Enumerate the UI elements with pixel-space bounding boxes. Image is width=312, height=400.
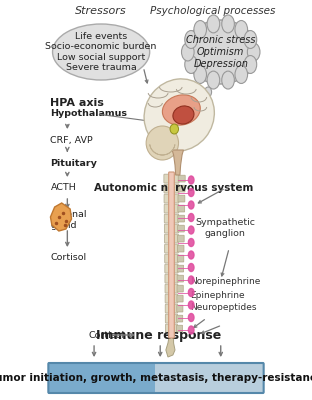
FancyBboxPatch shape — [164, 224, 178, 233]
FancyBboxPatch shape — [165, 274, 178, 283]
Polygon shape — [172, 150, 183, 175]
Circle shape — [194, 66, 207, 84]
Circle shape — [188, 238, 194, 246]
Circle shape — [188, 314, 194, 322]
FancyBboxPatch shape — [178, 245, 184, 252]
Text: CRF, AVP: CRF, AVP — [51, 136, 93, 144]
FancyBboxPatch shape — [165, 284, 178, 293]
Text: Sympathetic
ganglion: Sympathetic ganglion — [195, 218, 255, 238]
Text: Immune response: Immune response — [96, 328, 222, 342]
FancyBboxPatch shape — [177, 255, 184, 262]
Text: Chronic stress
Optimism
Depression: Chronic stress Optimism Depression — [186, 35, 256, 69]
FancyBboxPatch shape — [164, 214, 179, 223]
FancyBboxPatch shape — [169, 172, 174, 338]
Circle shape — [244, 30, 257, 48]
FancyBboxPatch shape — [178, 225, 184, 232]
Text: ACTH: ACTH — [51, 184, 76, 192]
FancyBboxPatch shape — [165, 304, 178, 313]
Text: Life events
Socio-economic burden
Low social support
Severe trauma: Life events Socio-economic burden Low so… — [46, 32, 157, 72]
FancyBboxPatch shape — [178, 215, 184, 222]
Ellipse shape — [184, 20, 257, 84]
FancyBboxPatch shape — [178, 175, 185, 182]
Circle shape — [207, 15, 220, 33]
Text: Neuropeptides: Neuropeptides — [190, 304, 256, 312]
Text: Norepinephrine: Norepinephrine — [190, 278, 260, 286]
Ellipse shape — [52, 24, 150, 80]
Text: Adrenal
gland: Adrenal gland — [51, 210, 87, 230]
Circle shape — [188, 264, 194, 272]
Circle shape — [188, 276, 194, 284]
FancyBboxPatch shape — [178, 235, 184, 242]
Circle shape — [185, 30, 197, 48]
FancyBboxPatch shape — [49, 364, 154, 392]
Circle shape — [188, 226, 194, 234]
Circle shape — [194, 20, 207, 38]
Text: Cortisol: Cortisol — [88, 330, 124, 340]
Circle shape — [235, 20, 248, 38]
FancyBboxPatch shape — [154, 364, 263, 392]
FancyBboxPatch shape — [164, 234, 178, 243]
Ellipse shape — [144, 79, 214, 151]
FancyBboxPatch shape — [165, 254, 178, 263]
FancyBboxPatch shape — [178, 195, 185, 202]
Circle shape — [235, 66, 248, 84]
Polygon shape — [51, 203, 71, 231]
FancyBboxPatch shape — [178, 205, 185, 212]
FancyBboxPatch shape — [177, 295, 183, 302]
Text: Tumor initiation, growth, metastasis, therapy-resistance: Tumor initiation, growth, metastasis, th… — [0, 373, 312, 383]
Text: Pituitary: Pituitary — [51, 158, 97, 168]
Circle shape — [188, 188, 194, 196]
Circle shape — [200, 96, 205, 104]
FancyBboxPatch shape — [164, 204, 179, 213]
Circle shape — [188, 176, 194, 184]
Text: Hypothalamus: Hypothalamus — [51, 110, 127, 118]
FancyBboxPatch shape — [177, 275, 183, 282]
Circle shape — [188, 251, 194, 259]
Text: Cortisol: Cortisol — [51, 254, 86, 262]
Text: Psychological processes: Psychological processes — [150, 6, 276, 16]
Circle shape — [222, 71, 234, 89]
FancyBboxPatch shape — [165, 294, 178, 303]
FancyBboxPatch shape — [177, 285, 183, 292]
FancyBboxPatch shape — [177, 325, 183, 332]
Circle shape — [185, 56, 197, 74]
FancyBboxPatch shape — [165, 324, 178, 333]
FancyBboxPatch shape — [177, 265, 184, 272]
Circle shape — [188, 326, 194, 334]
Text: HPA axis: HPA axis — [50, 98, 104, 108]
Circle shape — [188, 301, 194, 309]
Ellipse shape — [173, 106, 194, 124]
Text: Autonomic nervous system: Autonomic nervous system — [95, 183, 254, 193]
FancyBboxPatch shape — [165, 244, 178, 253]
Polygon shape — [166, 335, 175, 357]
FancyBboxPatch shape — [178, 185, 185, 192]
FancyBboxPatch shape — [165, 314, 178, 323]
FancyBboxPatch shape — [164, 194, 179, 203]
FancyBboxPatch shape — [177, 315, 183, 322]
FancyBboxPatch shape — [177, 305, 183, 312]
Text: Epinephrine: Epinephrine — [190, 290, 244, 300]
Circle shape — [207, 71, 220, 89]
FancyBboxPatch shape — [165, 264, 178, 273]
Circle shape — [188, 201, 194, 209]
Circle shape — [222, 15, 234, 33]
Circle shape — [244, 56, 257, 74]
Circle shape — [188, 288, 194, 296]
Text: Stressors: Stressors — [75, 6, 127, 16]
Ellipse shape — [162, 95, 200, 125]
Circle shape — [182, 43, 194, 61]
Ellipse shape — [146, 126, 178, 160]
Circle shape — [188, 214, 194, 222]
Circle shape — [197, 104, 200, 108]
Circle shape — [247, 43, 260, 61]
Ellipse shape — [170, 124, 178, 134]
FancyBboxPatch shape — [164, 174, 179, 183]
Circle shape — [205, 87, 212, 97]
FancyBboxPatch shape — [164, 184, 179, 193]
